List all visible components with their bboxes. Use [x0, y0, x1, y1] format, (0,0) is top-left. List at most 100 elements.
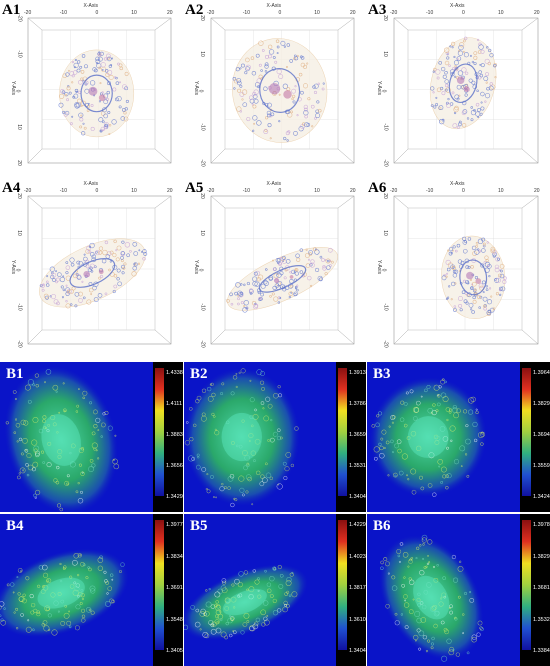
ri-map-image [0, 548, 129, 638]
panel-b1: 1.4338 1.4111 1.3883 1.3656 1.3429 B1 [0, 362, 183, 512]
colorbar-tick-label: 1.3610 [349, 616, 366, 623]
y-tick-label: 10 [198, 51, 205, 58]
panel-label: A3 [368, 2, 387, 18]
panel-b2: 1.3913 1.3786 1.3659 1.3531 1.3404 B2 [184, 362, 366, 512]
colorbar-tick-label: 1.4111 [166, 401, 183, 407]
panel-label: B2 [190, 366, 208, 382]
panel-a1: A1 X-Axis -20 -10 0 10 20 Y-Axis -20 -10 0 10 20 [0, 0, 183, 175]
panel-label: B4 [6, 518, 24, 534]
x-tick-label: 20 [534, 10, 540, 16]
panel-a6: A6 X-Axis -20 -10 0 10 20 Y-Axis 20 10 0 -10 -20 [366, 178, 550, 356]
y-tick-label: -10 [16, 50, 23, 58]
3d-cell-plot [27, 17, 172, 164]
x-axis-title: X-Axis [266, 181, 281, 187]
y-tick-label: 10 [15, 123, 22, 130]
x-tick-label: 20 [167, 188, 173, 194]
x-tick-label: 0 [95, 10, 99, 16]
y-tick-label: 20 [15, 160, 22, 166]
panel-label: A4 [2, 180, 21, 196]
ri-map-image [184, 564, 308, 640]
x-tick-label: 0 [462, 10, 465, 16]
colorbar-tick-label: 1.3531 [349, 463, 366, 469]
colorbar-tick-label: 1.3384 [533, 648, 550, 654]
x-axis-title: X-Axis [450, 181, 465, 187]
panel-label: A6 [368, 180, 387, 196]
panel-a3: A3 X-Axis -20 -10 0 10 20 Y-Axis 20 10 0 -10 -20 [366, 0, 550, 175]
colorbar-tick-label: 1.4229 [349, 522, 366, 528]
colorbar-tick-label: 1.3786 [349, 401, 366, 407]
y-axis-title: Y-Axis [10, 260, 16, 274]
colorbar-tick-label: 1.3978 [533, 522, 550, 528]
x-tick-label: -10 [426, 188, 434, 194]
ri-map-image [184, 368, 300, 508]
colorbar-tick-label: 1.3691 [166, 585, 183, 591]
x-tick-label: 0 [278, 188, 282, 194]
colorbar-tick-label: 1.3659 [349, 432, 366, 438]
panel-a4: A4 X-Axis -20 -10 0 10 20 Y-Axis 20 10 0 -10 -20 [0, 178, 183, 356]
colorbar-gradient [155, 520, 164, 650]
x-tick-label: -20 [390, 10, 398, 16]
x-tick-label: 20 [167, 10, 173, 16]
x-axis-title: X-Axis [450, 3, 465, 9]
x-tick-label: -20 [207, 10, 215, 16]
3d-cell-plot [27, 195, 172, 345]
y-tick-label: 0 [14, 89, 21, 92]
y-tick-label: 10 [381, 230, 388, 236]
x-tick-label: -10 [59, 10, 67, 16]
colorbar-tick-label: 1.3532 [533, 616, 550, 623]
colorbar-tick-label: 1.3424 [533, 494, 550, 500]
y-tick-label: 0 [14, 268, 21, 272]
y-tick-label: -20 [382, 340, 389, 348]
panel-label: A5 [185, 180, 204, 196]
x-tick-label: 10 [498, 188, 504, 194]
y-tick-label: -20 [199, 340, 206, 348]
y-tick-label: 0 [197, 89, 204, 92]
x-axis-title: X-Axis [83, 181, 98, 187]
x-tick-label: -10 [242, 188, 250, 194]
y-tick-label: 0 [197, 268, 204, 272]
panel-b4: 1.3977 1.3834 1.3691 1.3548 1.3405 B4 [0, 514, 183, 666]
colorbar: 1.4338 1.4111 1.3883 1.3656 1.3429 [153, 362, 183, 512]
colorbar-tick-label: 1.3681 [533, 585, 550, 591]
x-tick-label: 20 [350, 188, 356, 194]
x-tick-label: 0 [95, 188, 99, 194]
panel-label: B5 [190, 518, 208, 534]
colorbar-tick-label: 1.3656 [166, 463, 183, 469]
x-tick-label: 10 [131, 188, 137, 194]
colorbar-gradient [522, 368, 531, 496]
y-tick-label: 10 [15, 230, 22, 236]
x-tick-label: 10 [314, 10, 320, 16]
colorbar-tick-label: 1.3404 [349, 648, 366, 654]
x-tick-label: -20 [24, 188, 32, 194]
colorbar-tick-label: 1.4338 [166, 370, 183, 376]
panel-label: A2 [185, 2, 204, 18]
colorbar: 1.4229 1.4023 1.3817 1.3610 1.3404 [336, 514, 366, 666]
colorbar-gradient [155, 368, 164, 496]
x-tick-label: 10 [131, 10, 137, 16]
colorbar-tick-label: 1.3817 [349, 585, 366, 591]
y-tick-label: 0 [380, 268, 387, 272]
3d-cell-plot [210, 195, 355, 345]
y-axis-title: Y-Axis [193, 260, 199, 274]
x-tick-label: 10 [314, 188, 320, 194]
x-tick-label: 20 [534, 188, 540, 194]
3d-cell-plot [210, 17, 355, 164]
panel-label: A1 [2, 2, 21, 18]
panel-a2: A2 X-Axis -20 -10 0 10 20 Y-Axis 20 10 0 -10 -20 [183, 0, 366, 175]
y-tick-label: 0 [380, 89, 387, 92]
colorbar-gradient [522, 520, 531, 650]
y-tick-label: -10 [199, 123, 206, 131]
3d-cell-plot [393, 17, 539, 164]
panel-a5: A5 X-Axis -20 -10 0 10 20 Y-Axis 20 10 0 -10 -20 [183, 178, 366, 356]
y-tick-label: -20 [199, 159, 206, 167]
x-tick-label: 10 [498, 10, 504, 16]
y-axis-title: Y-Axis [376, 260, 382, 274]
panel-b6: 1.3978 1.3829 1.3681 1.3532 1.3384 B6 [367, 514, 550, 666]
y-tick-label: -10 [382, 303, 389, 311]
panel-label: B1 [6, 366, 24, 382]
panel-label: B6 [373, 518, 391, 534]
panel-label: B3 [373, 366, 391, 382]
colorbar-tick-label: 1.3429 [166, 494, 183, 500]
colorbar-tick-label: 1.3829 [533, 553, 550, 560]
colorbar-tick-label: 1.3548 [166, 616, 183, 623]
